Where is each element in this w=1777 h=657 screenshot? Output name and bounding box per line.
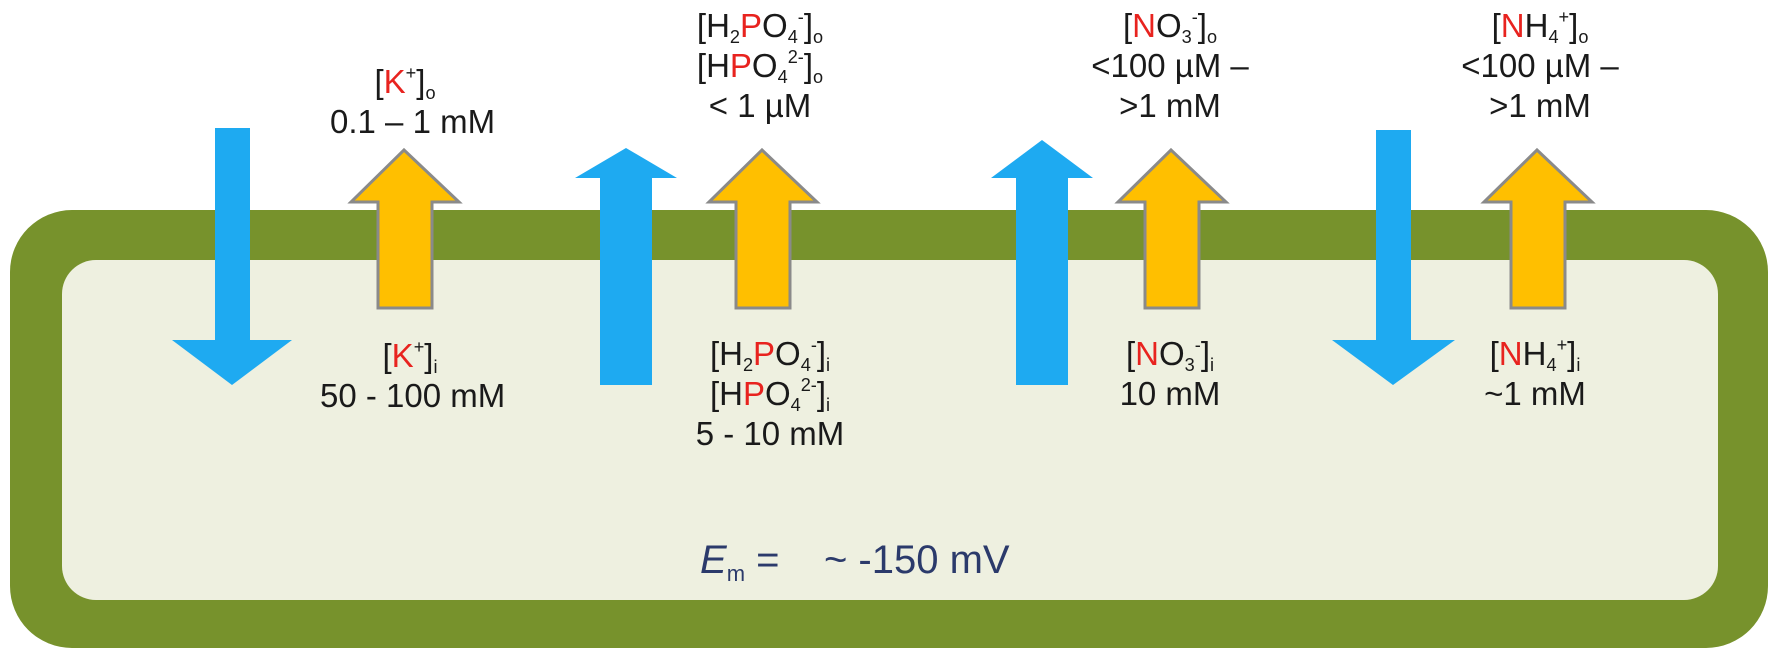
phosphate-up-arrow (575, 148, 677, 385)
nitrate-inside-formula: [NO3-]i (1125, 335, 1215, 376)
nitrate-outside-formula: [NO3-]o (1122, 7, 1218, 48)
nitrate-outside-range-low: <100 µM – (1091, 47, 1249, 84)
potassium-uptake-arrow (347, 147, 463, 310)
phosphate-inside-label: [H2PO4-]i [HPO42-]i 5 - 10 mM (670, 334, 870, 454)
potassium-outside-formula: [K+]o (374, 63, 436, 104)
potassium-down-arrow (172, 128, 292, 385)
potassium-outside-label: [K+]o 0.1 – 1 mM (330, 62, 496, 142)
membrane-potential: Em = ~ -150 mV (700, 538, 1010, 586)
membrane-potential-equals: = (745, 538, 791, 582)
phosphate-uptake-arrow (705, 147, 821, 310)
nitrate-outside-range-high: >1 mM (1119, 87, 1221, 124)
ammonium-down-arrow (1332, 130, 1455, 385)
ammonium-outside-range-high: >1 mM (1489, 87, 1591, 124)
potassium-inside-concentration: 50 - 100 mM (320, 377, 506, 414)
hydrogen-phosphate-inside-formula: [HPO42-]i (709, 375, 831, 416)
potassium-inside-formula: [K+]i (382, 337, 438, 378)
ammonium-inside-label: [NH4+]i ~1 mM (1460, 334, 1610, 414)
membrane-potential-value: ~ -150 mV (823, 538, 1010, 582)
nitrate-outside-label: [NO3-]o <100 µM – >1 mM (1070, 6, 1270, 126)
potassium-outside-concentration: 0.1 – 1 mM (330, 103, 496, 140)
phosphate-outside-concentration: < 1 µM (708, 87, 812, 124)
ammonium-outside-formula: [NH4+]o (1491, 7, 1589, 48)
dihydrogen-phosphate-outside-formula: [H2PO4-]o (696, 7, 824, 48)
phosphate-outside-label: [H2PO4-]o [HPO42-]o < 1 µM (660, 6, 860, 126)
nitrate-up-arrow (991, 140, 1093, 385)
hydrogen-phosphate-outside-formula: [HPO42-]o (696, 47, 824, 88)
dihydrogen-phosphate-inside-formula: [H2PO4-]i (709, 335, 831, 376)
nitrate-inside-concentration: 10 mM (1119, 375, 1221, 412)
ammonium-inside-formula: [NH4+]i (1489, 335, 1581, 376)
nitrate-inside-label: [NO3-]i 10 mM (1095, 334, 1245, 414)
ammonium-outside-range-low: <100 µM – (1461, 47, 1619, 84)
membrane-potential-subscript: m (726, 560, 746, 586)
ammonium-outside-label: [NH4+]o <100 µM – >1 mM (1440, 6, 1640, 126)
potassium-inside-label: [K+]i 50 - 100 mM (320, 336, 506, 416)
ammonium-inside-concentration: ~1 mM (1484, 375, 1586, 412)
membrane-potential-symbol: E (700, 538, 727, 582)
nitrate-uptake-arrow (1114, 147, 1230, 310)
phosphate-inside-concentration: 5 - 10 mM (695, 415, 845, 452)
cytoplasm (62, 260, 1718, 600)
ammonium-uptake-arrow (1480, 147, 1596, 310)
